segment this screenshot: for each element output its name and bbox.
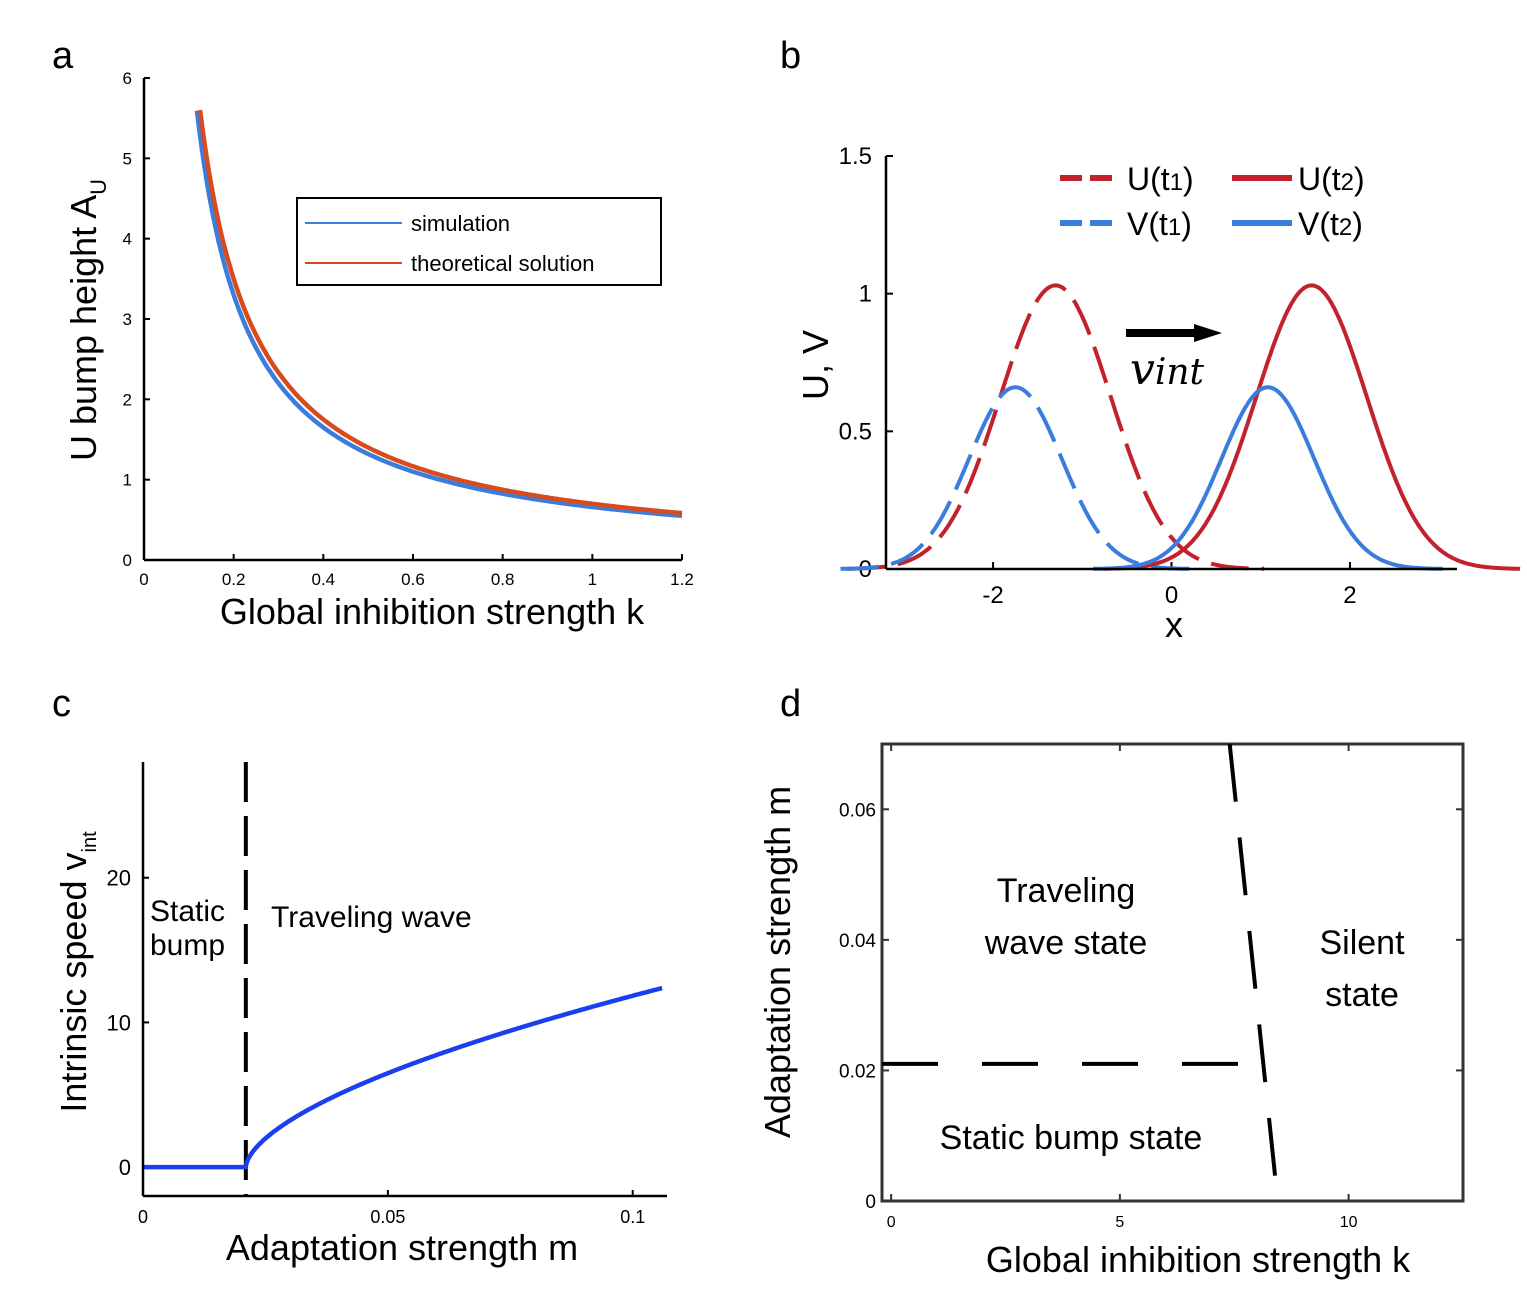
panel-c-y-tick-label: 0 [119,1155,131,1180]
panel-b-y-tick-label: 1.5 [839,143,872,170]
panel-a-x-tick-label: 1.2 [670,570,694,589]
velocity-annotation-sub: int [1155,352,1205,393]
legend-u-t2-close: ) [1354,161,1365,197]
panel-d-x-label: Global inhibition strength k [986,1239,1411,1280]
panel-d-y-tick-label: 0.02 [839,1061,876,1082]
panel-d-y-tick-label: 0 [865,1192,876,1213]
traveling-wave-state-label-line1: Traveling [997,872,1136,910]
panel-a-y-tick-label: 0 [123,551,132,570]
panel-a-y-tick-label: 5 [123,149,132,168]
panel-d-y-label: Adaptation strength m [757,786,798,1138]
panel-a-x-tick-label: 1 [588,570,597,589]
panel-b: b -2 0 200.511.5 vint U(t1) U(t2) V(t1) V(… [780,35,1521,645]
panel-c-y-tick-label: 20 [107,866,131,891]
panel-d: d 0 5 10 0 0.02 0.04 0.06 Traveling wave state… [757,683,1465,1280]
legend-box [296,197,662,286]
panel-c-y-label: Intrinsic speed vint [53,831,101,1113]
panel-b-x-tick-label: 0 [1165,582,1178,609]
velocity-annotation: vint [1130,344,1205,395]
legend-v-t2-close: ) [1352,206,1363,242]
panel-b-legend: U(t1) U(t2) V(t1) V(t2) [1060,161,1365,242]
legend-u-t1-close: ) [1183,161,1194,197]
silent-state-label-line2: state [1325,976,1399,1014]
panel-a-x-label: Global inhibition strength k [220,591,645,632]
panel-a-y-label: U bump height AU [63,179,111,461]
static-bump-region-label-line2: bump [150,929,225,962]
velocity-arrow-head [1194,324,1222,342]
panel-b-y-tick-label: 1 [859,281,872,308]
legend-v-t2-sub: 2 [1339,214,1352,241]
traveling-wave-region-label: Traveling wave [271,901,472,934]
legend-theoretical-label: theoretical solution [411,251,594,276]
panel-a-y-tick-label: 2 [123,390,132,409]
panel-d-x-tick-label: 10 [1340,1214,1358,1231]
panel-d-x-tick-label: 5 [1115,1214,1124,1231]
panel-a-y-label-sub: U [86,179,111,195]
u-t1-curve [846,283,1265,571]
v-t2-curve [1092,385,1443,571]
panel-b-y-label: U, V [795,330,836,400]
v-t1-curve [840,385,1191,571]
velocity-annotation-main: v [1130,344,1155,395]
panel-c-x-tick-label: 0.1 [620,1207,645,1227]
panel-c-x-tick-label: 0 [138,1207,148,1227]
legend-u-t1-label: U(t1) [1127,161,1194,197]
panel-d-y-tick-label: 0.06 [839,800,876,821]
panel-a-x-tick-label: 0 [139,570,148,589]
intrinsic-speed-curve [143,985,663,1170]
legend-u-t1-sub: 1 [1170,169,1183,196]
panel-label-b: b [780,35,801,77]
panel-a-y-tick-label: 6 [123,69,132,88]
panel-b-ticks: -2 0 200.511.5 [839,143,1357,609]
legend-v-t1-label: V(t1) [1127,206,1192,242]
panel-c-y-tick-label: 10 [107,1010,131,1035]
panel-c: c 0 0.05 0.1 0 10 20 Static bump Traveling wa… [52,683,667,1268]
legend-v-t2-text: V(t [1298,206,1339,242]
legend-u-t2-sub: 2 [1341,169,1354,196]
panel-d-frame [880,742,1465,1203]
panel-b-x-tick-label: 2 [1343,582,1356,609]
legend-simulation-label: simulation [411,211,510,236]
legend-u-t2-text: U(t [1298,161,1341,197]
panel-label-d: d [780,683,801,725]
silent-boundary [1227,743,1280,1202]
panel-a-x-tick-label: 0.4 [312,570,336,589]
panel-b-x-tick-label: -2 [982,582,1003,609]
legend-u-t1-text: U(t [1127,161,1170,197]
panel-b-y-tick-label: 0.5 [839,418,872,445]
panel-b-x-label: x [1165,604,1183,645]
static-bump-state-label: Static bump state [940,1119,1203,1157]
panel-a-legend: simulation theoretical solution [296,197,662,286]
legend-v-t1-text: V(t [1127,206,1168,242]
panel-c-y-label-sub: int [79,831,101,853]
legend-v-t1-close: ) [1181,206,1192,242]
silent-state-label-line1: Silent [1319,924,1405,962]
velocity-arrow: vint [1126,324,1222,395]
legend-v-t1-sub: 1 [1168,214,1181,241]
panel-a-y-tick-label: 4 [123,230,132,249]
panel-a-x-tick-label: 0.2 [222,570,246,589]
panel-c-ticks: 0 0.05 0.1 0 10 20 [107,866,646,1227]
legend-v-t2-label: V(t2) [1298,206,1363,242]
theoretical-solution-line [197,109,683,516]
u-t2-curve [1102,283,1521,571]
panel-label-c: c [52,683,71,725]
legend-u-t2-label: U(t2) [1298,161,1365,197]
panel-a: a 0 0.2 0.4 0.6 0.8 1 1.2 0 1 2 3 4 5 6 simulation th… [52,35,694,632]
panel-c-x-tick-label: 0.05 [370,1207,405,1227]
simulation-line [194,110,683,519]
static-bump-region-label-line1: Static [150,895,225,928]
panel-d-y-tick-label: 0.04 [839,931,876,952]
panel-a-x-tick-label: 0.8 [491,570,515,589]
panel-c-x-label: Adaptation strength m [226,1227,578,1268]
panel-a-x-tick-label: 0.6 [401,570,425,589]
panel-a-y-tick-label: 1 [123,471,132,490]
panel-label-a: a [52,35,74,77]
panel-d-x-tick-label: 0 [887,1214,896,1231]
panel-c-y-label-main: Intrinsic speed v [53,853,94,1113]
panel-a-y-label-main: U bump height A [63,195,104,461]
traveling-wave-state-label-line2: wave state [984,924,1148,962]
panel-a-y-tick-label: 3 [123,310,132,329]
